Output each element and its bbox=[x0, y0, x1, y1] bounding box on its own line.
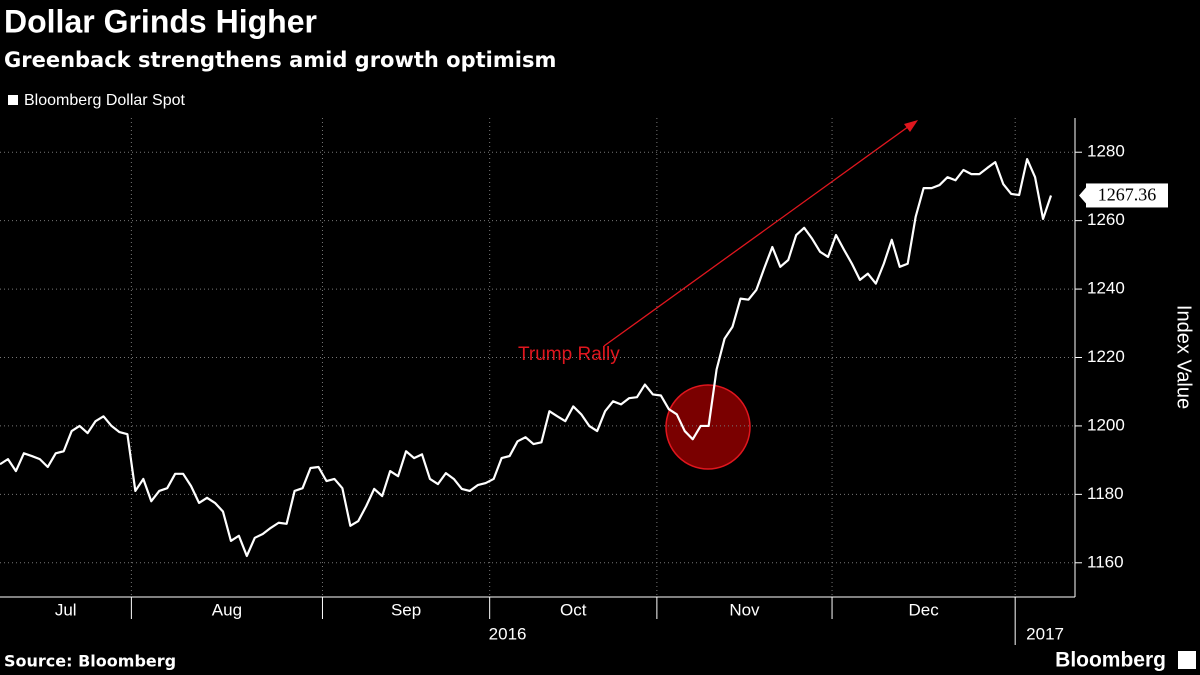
x-tick-label: Nov bbox=[729, 600, 760, 619]
x-tick-label: Jul bbox=[55, 600, 77, 619]
x-tick-label: Dec bbox=[908, 600, 939, 619]
legend-label: Bloomberg Dollar Spot bbox=[24, 92, 186, 109]
chart-title: Dollar Grinds Higher bbox=[4, 3, 317, 39]
y-tick-label: 1200 bbox=[1087, 415, 1125, 434]
last-value-pointer bbox=[1079, 187, 1086, 204]
y-tick-label: 1180 bbox=[1087, 484, 1124, 503]
legend-swatch bbox=[8, 95, 18, 105]
x-tick-label: Aug bbox=[212, 600, 242, 619]
y-tick-label: 1260 bbox=[1087, 210, 1125, 229]
annotation-text: Trump Rally bbox=[518, 344, 620, 365]
x-year-label: 2016 bbox=[489, 624, 527, 643]
y-tick-label: 1240 bbox=[1087, 279, 1125, 298]
y-tick-label: 1280 bbox=[1087, 142, 1125, 161]
last-value-label: 1267.36 bbox=[1098, 185, 1157, 205]
x-tick-label: Oct bbox=[560, 600, 587, 619]
brand-icon bbox=[1178, 651, 1196, 669]
source: Source: Bloomberg bbox=[4, 652, 176, 671]
chart-subtitle: Greenback strengthens amid growth optimi… bbox=[4, 48, 556, 72]
brand: Bloomberg bbox=[1055, 649, 1166, 672]
x-year-label: 2017 bbox=[1026, 624, 1064, 643]
y-tick-label: 1220 bbox=[1087, 347, 1125, 366]
annotation-arrowhead bbox=[904, 120, 918, 132]
series-line bbox=[0, 157, 1053, 558]
annotation-arrow bbox=[603, 123, 913, 347]
x-tick-label: Sep bbox=[391, 600, 421, 619]
y-tick-label: 1160 bbox=[1087, 552, 1124, 571]
last-value-box bbox=[1086, 183, 1168, 208]
y-axis-title: Index Value bbox=[1173, 305, 1195, 409]
